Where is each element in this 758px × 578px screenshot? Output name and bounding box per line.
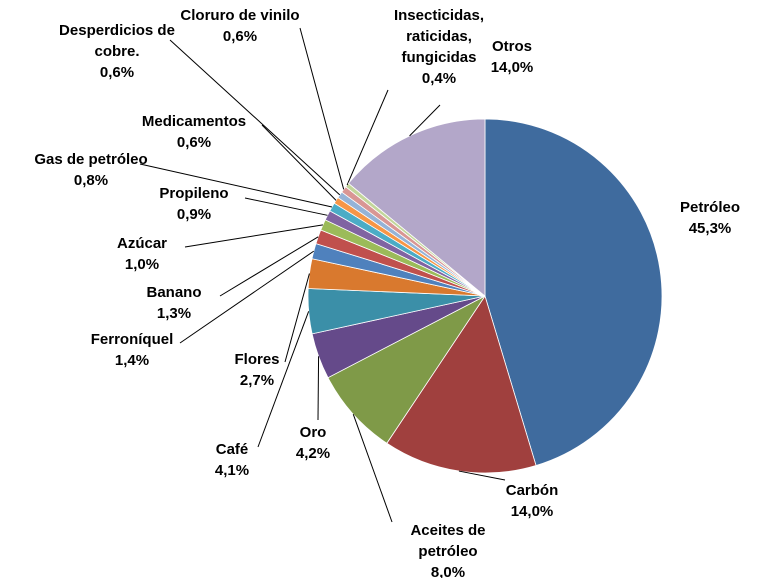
leader-line [346, 89, 389, 186]
slice-label: Carbón [506, 482, 559, 499]
slice-value-label: 1,4% [115, 352, 149, 369]
slice-label: Ferroníquel [91, 331, 174, 348]
leader-line [169, 39, 341, 196]
slice-value-label: 0,6% [100, 64, 134, 81]
slice-label: Petróleo [680, 199, 740, 216]
slice-value-label: 45,3% [689, 220, 732, 237]
slice-value-label: 0,8% [74, 172, 108, 189]
leader-line [261, 124, 337, 201]
slice-value-label: 4,1% [215, 462, 249, 479]
leader-line [284, 273, 310, 363]
leader-line [219, 236, 319, 297]
slice-label: Insecticidas, raticidas, fungicidas [394, 7, 484, 66]
pie-slice [347, 118, 486, 297]
slice-label: Otros [492, 38, 532, 55]
slice-label: Flores [234, 351, 279, 368]
leader-line [139, 163, 333, 208]
slice-value-label: 0,4% [422, 70, 456, 87]
slice-value-label: 0,6% [223, 28, 257, 45]
pie-slice [386, 295, 537, 474]
slice-label: Aceites de petróleo [410, 522, 485, 560]
pie-slice [484, 118, 663, 466]
slice-label: Oro [300, 424, 327, 441]
slice-label: Propileno [159, 185, 228, 202]
leader-line [299, 27, 345, 190]
slice-value-label: 4,2% [296, 445, 330, 462]
pie-slice [327, 295, 486, 444]
slice-value-label: 1,3% [157, 305, 191, 322]
slice-value-label: 1,0% [125, 256, 159, 273]
leader-line [179, 250, 315, 344]
leader-line [409, 104, 441, 137]
slice-label: Gas de petróleo [34, 151, 147, 168]
slice-label: Desperdicios de cobre. [59, 22, 175, 60]
leader-line [352, 414, 393, 523]
slice-label: Cloruro de vinilo [180, 7, 299, 24]
slice-value-label: 14,0% [511, 503, 554, 520]
leader-line [184, 224, 323, 248]
leader-line [244, 197, 328, 216]
slice-value-label: 0,6% [177, 134, 211, 151]
slice-value-label: 14,0% [491, 59, 534, 76]
leader-line [458, 470, 506, 481]
slice-label: Medicamentos [142, 113, 246, 130]
slice-value-label: 0,9% [177, 206, 211, 223]
slice-value-label: 8,0% [431, 564, 465, 578]
slice-value-label: 2,7% [240, 372, 274, 389]
leader-line [317, 356, 320, 421]
slice-label: Café [216, 441, 249, 458]
slice-label: Banano [146, 284, 201, 301]
leader-line [257, 311, 310, 448]
slice-label: Azúcar [117, 235, 167, 252]
